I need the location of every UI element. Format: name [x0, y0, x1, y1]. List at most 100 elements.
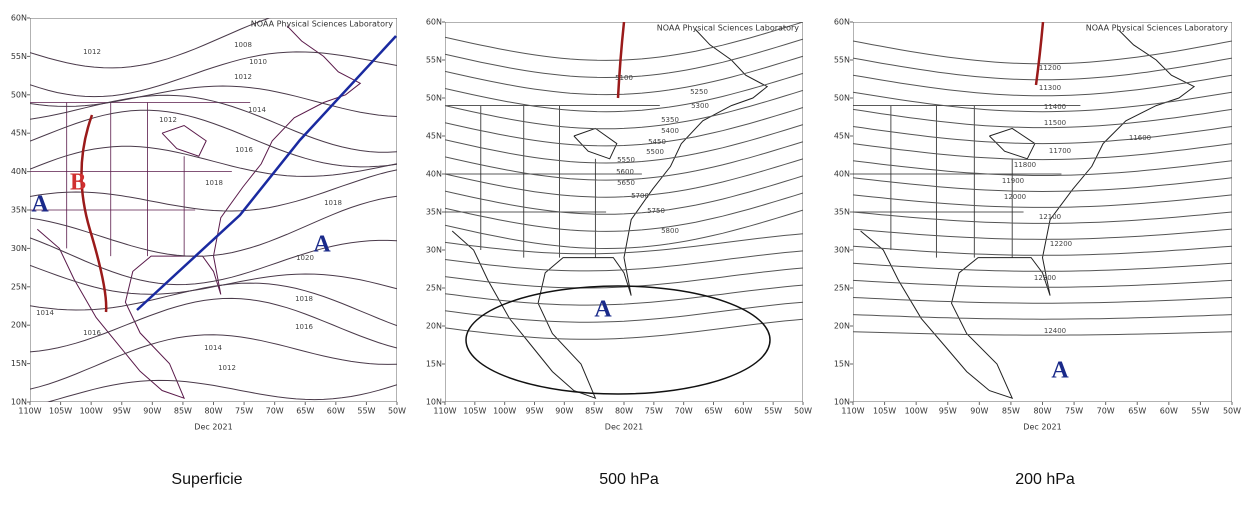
contour-label: 1016: [83, 329, 101, 337]
contour-label: 1018: [324, 199, 342, 207]
contour-line: [445, 107, 803, 147]
y-axis-label: 25N: [834, 284, 850, 293]
contour-line: [445, 89, 803, 130]
contour-line: [853, 40, 1232, 65]
map-area: 5100 5250 5300 5350 5400 5450 5500 5550 5600 5650…: [445, 22, 803, 402]
coastline: [36, 25, 362, 400]
y-axis-label: 10N: [834, 398, 850, 407]
contour-line: [853, 143, 1232, 161]
x-axis-label: 95W: [525, 407, 543, 416]
contour-line: [445, 72, 803, 113]
x-axis-label: 105W: [873, 407, 896, 416]
contour-line: [853, 245, 1232, 256]
x-axis-label: 55W: [357, 407, 375, 416]
contour-line: [30, 94, 397, 153]
y-axis-label: 60N: [426, 18, 442, 27]
x-axis-label: 100W: [80, 407, 103, 416]
pressure-center: A: [594, 297, 612, 323]
y-axis-label: 50N: [426, 94, 442, 103]
x-axis-label: 60W: [1160, 407, 1178, 416]
contour-label: 1014: [248, 106, 266, 114]
y-axis-label: 25N: [11, 282, 27, 291]
x-axis-label: 70W: [266, 407, 284, 416]
contour-line: [445, 250, 803, 272]
x-axis-label: 90W: [143, 407, 161, 416]
x-axis-label: 55W: [1191, 407, 1209, 416]
contour-label: 11900: [1002, 177, 1024, 185]
contour-label: 12000: [1004, 193, 1026, 201]
y-axis-label: 10N: [11, 398, 27, 407]
x-axis-label: 105W: [463, 407, 486, 416]
pressure-center: B: [70, 170, 86, 196]
contour-label: 5500: [646, 148, 664, 156]
contour-label: 5350: [661, 116, 679, 124]
x-axis-label: 95W: [113, 407, 131, 416]
contour-label: 5750: [647, 207, 665, 215]
contour-label: 1016: [295, 323, 313, 331]
contour-line: [853, 211, 1232, 224]
great-lakes: [573, 127, 618, 160]
high-region: [465, 285, 771, 395]
contour-line: [30, 85, 397, 117]
y-axis-label: 15N: [11, 359, 27, 368]
x-axis-label: 50W: [1223, 407, 1241, 416]
date-label: Dec 2021: [605, 423, 643, 432]
y-axis-label: 30N: [834, 246, 850, 255]
y-axis-label: 55N: [834, 56, 850, 65]
contour-line: [853, 177, 1232, 193]
contour-label: 5300: [691, 102, 709, 110]
contour-label: 11300: [1039, 84, 1061, 92]
contour-line: [445, 284, 803, 306]
contour-line: [445, 55, 803, 96]
x-axis-label: 85W: [174, 407, 192, 416]
x-axis-label: 65W: [704, 407, 722, 416]
contour-label: 1012: [234, 73, 252, 81]
y-axis-label: 60N: [834, 18, 850, 27]
contour-line: [30, 18, 272, 69]
contour-line: [30, 51, 397, 98]
pressure-center: A: [1051, 358, 1069, 384]
date-label: Dec 2021: [1023, 423, 1061, 432]
y-axis-label: 50N: [11, 90, 27, 99]
contour-line: [853, 57, 1232, 81]
contour-label: 11200: [1039, 64, 1061, 72]
y-axis-label: 20N: [426, 322, 442, 331]
x-axis-label: 75W: [1065, 407, 1083, 416]
coastline: [860, 29, 1196, 400]
contour-line: [445, 233, 803, 255]
contour-label: 1010: [249, 58, 267, 66]
contour-label: 1014: [204, 344, 222, 352]
x-axis-label: 110W: [433, 407, 456, 416]
x-axis-label: 50W: [388, 407, 406, 416]
x-axis-label: 70W: [675, 407, 693, 416]
front-line: [136, 35, 397, 311]
x-axis-label: 90W: [555, 407, 573, 416]
x-axis-label: 85W: [1002, 407, 1020, 416]
y-axis-label: 35N: [834, 208, 850, 217]
y-axis-label: 55N: [426, 56, 442, 65]
contour-label: 1020: [296, 254, 314, 262]
contour-label: 5650: [617, 179, 635, 187]
y-axis-label: 15N: [426, 360, 442, 369]
y-axis-label: 35N: [426, 208, 442, 217]
map-panel: 11200 11300 11400 11500 11600 11700 11800 11900…: [834, 18, 1241, 489]
y-axis-label: 45N: [426, 132, 442, 141]
credit-label: NOAA Physical Sciences Laboratory: [657, 24, 800, 33]
contour-label: 12400: [1044, 327, 1066, 335]
contour-line: [445, 267, 803, 289]
contour-line: [445, 209, 803, 250]
contour-line: [445, 141, 803, 181]
contour-line: [853, 262, 1232, 272]
contour-label: 5700: [631, 192, 649, 200]
trough-line: [1034, 22, 1045, 86]
y-axis-label: 35N: [11, 206, 27, 215]
pressure-center: A: [313, 232, 331, 258]
contour-label: 1012: [159, 116, 177, 124]
x-axis-label: 65W: [1128, 407, 1146, 416]
contour-label: 5250: [690, 88, 708, 96]
y-axis-label: 25N: [426, 284, 442, 293]
contour-label: 11800: [1014, 161, 1036, 169]
contour-line: [853, 228, 1232, 240]
contour-label: 1014: [36, 309, 54, 317]
